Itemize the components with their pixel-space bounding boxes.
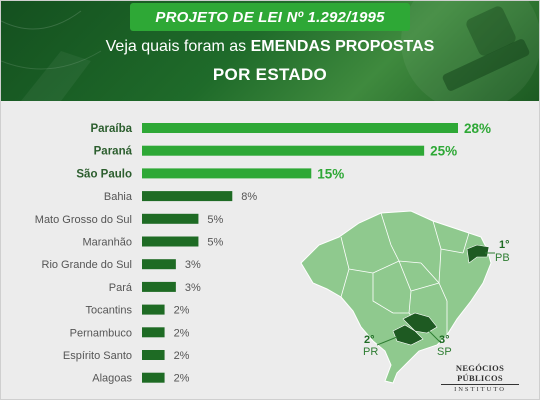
bar [142, 123, 458, 133]
value-label: 25% [430, 144, 457, 159]
state-borders [340, 212, 470, 335]
bar [142, 145, 425, 156]
rank-pr-state: PR [363, 346, 378, 358]
value-label: 5% [207, 214, 223, 226]
brazil-map-shape [300, 210, 492, 384]
negocios-publicos-logo: NEGÓCIOS PÚBLICOS INSTITUTO [441, 363, 519, 393]
bar [142, 236, 199, 247]
state-pb-highlight [466, 244, 490, 264]
logo-name: NEGÓCIOS PÚBLICOS [441, 363, 519, 385]
bar [142, 327, 165, 338]
rank-pb-state: PB [495, 252, 510, 264]
page-title: PROJETO DE LEI Nº 1.292/1995 [130, 3, 410, 31]
rank-callout-pb: 1° PB [485, 239, 510, 264]
value-label: 5% [207, 237, 223, 249]
category-label: São Paulo [76, 168, 132, 180]
category-label: Mato Grosso do Sul [35, 214, 132, 226]
rank-sp-state: SP [437, 346, 452, 358]
category-label: Bahia [104, 191, 133, 203]
subtitle: Veja quais foram as EMENDAS PROPOSTAS [1, 38, 539, 56]
rank-sp-number: 3° [439, 334, 450, 346]
category-label: Espírito Santo [63, 350, 132, 362]
value-label: 2% [174, 373, 190, 385]
bar [142, 168, 312, 179]
value-label: 8% [241, 191, 257, 203]
logo-subtitle: INSTITUTO [454, 386, 506, 393]
value-label: 2% [174, 327, 190, 339]
bar [142, 281, 176, 292]
category-label: Rio Grande do Sul [42, 259, 133, 271]
category-label: Tocantins [86, 305, 133, 317]
state-pr-highlight [392, 324, 424, 346]
gavel-background-decoration [1, 1, 539, 101]
category-label: Paraná [94, 146, 133, 158]
value-label: 3% [185, 282, 201, 294]
header: PROJETO DE LEI Nº 1.292/1995 Veja quais … [1, 1, 539, 101]
bar [142, 304, 165, 315]
category-label: Pernambuco [70, 327, 132, 339]
rank-pb-number: 1° [499, 239, 510, 251]
value-label: 3% [185, 259, 201, 271]
rank-callout-sp: 3° SP [428, 330, 452, 358]
rank-pr-number: 2° [364, 334, 375, 346]
value-label: 28% [464, 121, 491, 136]
category-label: Alagoas [92, 373, 132, 385]
bars-layer: Paraíba 28% Paraná 25% São Paulo 15% Bahia 8% Ma… [35, 121, 491, 385]
bar [142, 350, 165, 360]
category-label: Pará [109, 282, 133, 294]
value-label: 2% [174, 350, 190, 362]
value-label: 2% [174, 305, 190, 317]
bar [142, 372, 165, 383]
bar [142, 191, 233, 202]
rank-callout-pr: 2° PR [363, 334, 398, 358]
value-label: 15% [317, 166, 344, 181]
category-label: Paraíba [90, 123, 132, 135]
bar [142, 259, 176, 270]
subtitle-prefix: Veja quais foram as [105, 38, 251, 55]
bar-chart: Paraíba 28% Paraná 25% São Paulo 15% Bahia 8% Ma… [35, 121, 491, 385]
bar [142, 213, 199, 224]
category-label: Maranhão [82, 237, 132, 249]
subtitle-bold: EMENDAS PROPOSTAS [250, 38, 435, 55]
subtitle-line-2: POR ESTADO [212, 65, 328, 84]
